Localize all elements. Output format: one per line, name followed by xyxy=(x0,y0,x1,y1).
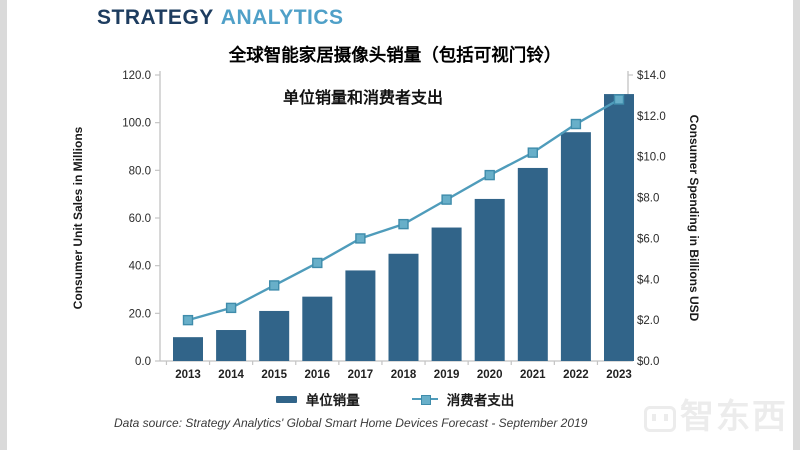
svg-text:$14.0: $14.0 xyxy=(637,70,666,82)
svg-text:2016: 2016 xyxy=(305,369,331,381)
svg-text:2020: 2020 xyxy=(477,369,503,381)
svg-text:40.0: 40.0 xyxy=(129,261,151,273)
legend-item-unit-sales: 单位销量 xyxy=(275,389,360,409)
legend-label-unit-sales: 单位销量 xyxy=(305,393,360,408)
watermark-text: 智东西 xyxy=(680,398,788,436)
svg-text:$10.0: $10.0 xyxy=(637,152,666,164)
svg-text:80.0: 80.0 xyxy=(129,165,151,177)
data-source-note: Data source: Strategy Analytics' Global … xyxy=(114,416,588,430)
svg-text:$6.0: $6.0 xyxy=(637,233,659,245)
svg-text:2023: 2023 xyxy=(606,369,632,381)
logo-word-analytics: ANALYTICS xyxy=(220,6,344,29)
svg-text:$4.0: $4.0 xyxy=(637,274,659,286)
svg-text:2017: 2017 xyxy=(348,369,374,381)
svg-text:2013: 2013 xyxy=(175,369,201,381)
chart-subtitle: 单位销量和消费者支出 xyxy=(282,90,443,107)
robot-logo-icon xyxy=(644,405,676,432)
svg-text:20.0: 20.0 xyxy=(129,308,151,320)
svg-text:$0.0: $0.0 xyxy=(637,356,659,368)
svg-text:2021: 2021 xyxy=(520,369,546,381)
watermark: 智东西 xyxy=(644,389,788,438)
legend-label-spending: 消费者支出 xyxy=(446,393,515,408)
svg-text:2018: 2018 xyxy=(391,369,417,381)
svg-text:120.0: 120.0 xyxy=(122,70,151,82)
legend-item-spending: 消费者支出 xyxy=(411,389,515,409)
svg-text:0.0: 0.0 xyxy=(135,356,151,368)
chart-title: 全球智能家居摄像头销量（包括可视门铃） xyxy=(228,45,562,65)
svg-text:2015: 2015 xyxy=(261,369,287,381)
svg-text:$12.0: $12.0 xyxy=(637,111,666,123)
bar-series-swatch-icon xyxy=(275,395,297,403)
svg-text:2022: 2022 xyxy=(563,369,589,381)
line-series-swatch-icon xyxy=(411,394,438,405)
chart-legend: 单位销量 消费者支出 xyxy=(160,389,630,409)
svg-text:$8.0: $8.0 xyxy=(637,193,659,205)
svg-text:60.0: 60.0 xyxy=(129,213,151,225)
strategy-analytics-logo: STRATEGY ANALYTICS xyxy=(97,6,344,30)
svg-text:2014: 2014 xyxy=(218,369,244,381)
svg-text:$2.0: $2.0 xyxy=(637,315,659,327)
svg-text:100.0: 100.0 xyxy=(122,118,151,130)
logo-word-strategy: STRATEGY xyxy=(97,6,214,29)
left-edge-strip xyxy=(0,0,7,450)
svg-text:2019: 2019 xyxy=(434,369,460,381)
right-edge-strip xyxy=(793,0,800,450)
